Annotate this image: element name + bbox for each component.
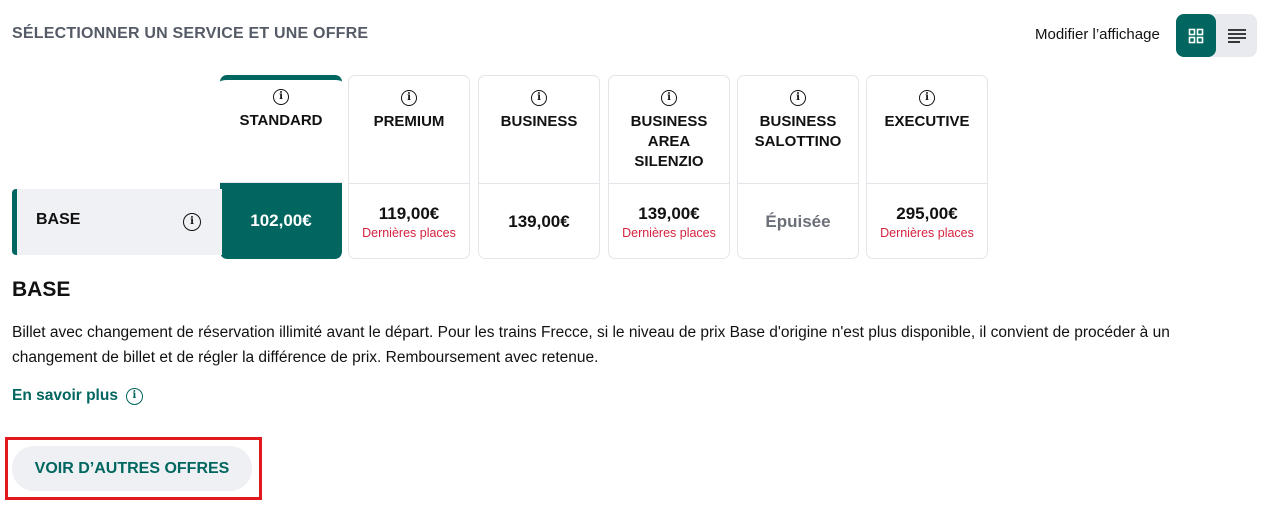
service-header: i EXECUTIVE xyxy=(867,76,987,184)
price: 139,00€ xyxy=(638,204,700,223)
offer-description: Billet avec changement de réservation il… xyxy=(12,324,1170,366)
info-icon[interactable]: i xyxy=(401,90,417,106)
service-column[interactable]: i BUSINESS 139,00€ xyxy=(478,75,600,259)
grid-view-button[interactable] xyxy=(1176,14,1216,57)
service-header: i STANDARD xyxy=(220,80,342,183)
grid-icon xyxy=(1188,28,1204,43)
service-column[interactable]: i PREMIUM 119,00€ Dernières places xyxy=(348,75,470,259)
availability-note: Dernières places xyxy=(622,226,716,240)
service-column[interactable]: i STANDARD 102,00€ xyxy=(220,75,342,259)
more-offers-button[interactable]: VOIR D’AUTRES OFFRES xyxy=(12,446,252,491)
list-view-button[interactable] xyxy=(1217,14,1257,57)
service-name: PREMIUM xyxy=(373,113,445,130)
price-cell[interactable]: 295,00€ Dernières places xyxy=(867,184,987,258)
service-name: EXECUTIVE xyxy=(884,113,970,130)
price-cell[interactable]: Épuisée xyxy=(738,184,858,258)
service-name: BUSINESS AREA SILENZIO xyxy=(630,113,708,170)
price: 295,00€ xyxy=(896,204,958,223)
info-icon[interactable]: i xyxy=(661,90,677,106)
service-header: i BUSINESS SALOTTINO xyxy=(738,76,858,184)
offer-row-label: BASE xyxy=(36,211,81,228)
service-column[interactable]: i BUSINESS SALOTTINO Épuisée xyxy=(737,75,859,259)
availability-note: Dernières places xyxy=(880,226,974,240)
info-icon: i xyxy=(125,387,143,405)
service-header: i BUSINESS xyxy=(479,76,599,184)
service-column[interactable]: i BUSINESS AREA SILENZIO 139,00€ Dernières… xyxy=(608,75,730,259)
info-icon[interactable]: i xyxy=(183,213,201,231)
service-name: STANDARD xyxy=(239,112,323,129)
service-column[interactable]: i EXECUTIVE 295,00€ Dernières places xyxy=(866,75,988,259)
view-toggle xyxy=(1176,14,1257,57)
info-icon[interactable]: i xyxy=(531,90,547,106)
offer-row-base[interactable]: BASE i xyxy=(12,189,222,255)
price-cell[interactable]: 119,00€ Dernières places xyxy=(349,184,469,258)
availability-note: Dernières places xyxy=(362,226,456,240)
service-header: i BUSINESS AREA SILENZIO xyxy=(609,76,729,184)
service-name: BUSINESS SALOTTINO xyxy=(754,113,842,150)
price-cell[interactable]: 139,00€ xyxy=(479,184,599,258)
price-cell[interactable]: 139,00€ Dernières places xyxy=(609,184,729,258)
price: 139,00€ xyxy=(508,212,570,231)
highlight-box xyxy=(5,437,262,500)
offer-title: BASE xyxy=(12,278,71,301)
price: 102,00€ xyxy=(250,211,312,230)
learn-more-label: En savoir plus xyxy=(12,387,118,404)
service-name: BUSINESS xyxy=(500,113,578,130)
info-icon[interactable]: i xyxy=(790,90,806,106)
info-icon[interactable]: i xyxy=(919,90,935,106)
page-title: SÉLECTIONNER UN SERVICE ET UNE OFFRE xyxy=(12,25,369,42)
view-mode-label: Modifier l’affichage xyxy=(1035,26,1160,43)
list-icon xyxy=(1228,28,1246,43)
learn-more-link[interactable]: En savoir plus i xyxy=(12,387,143,405)
info-icon[interactable]: i xyxy=(273,89,289,105)
price: Épuisée xyxy=(765,212,831,231)
service-header: i PREMIUM xyxy=(349,76,469,184)
price-cell[interactable]: 102,00€ xyxy=(220,183,342,259)
price: 119,00€ xyxy=(378,204,440,223)
